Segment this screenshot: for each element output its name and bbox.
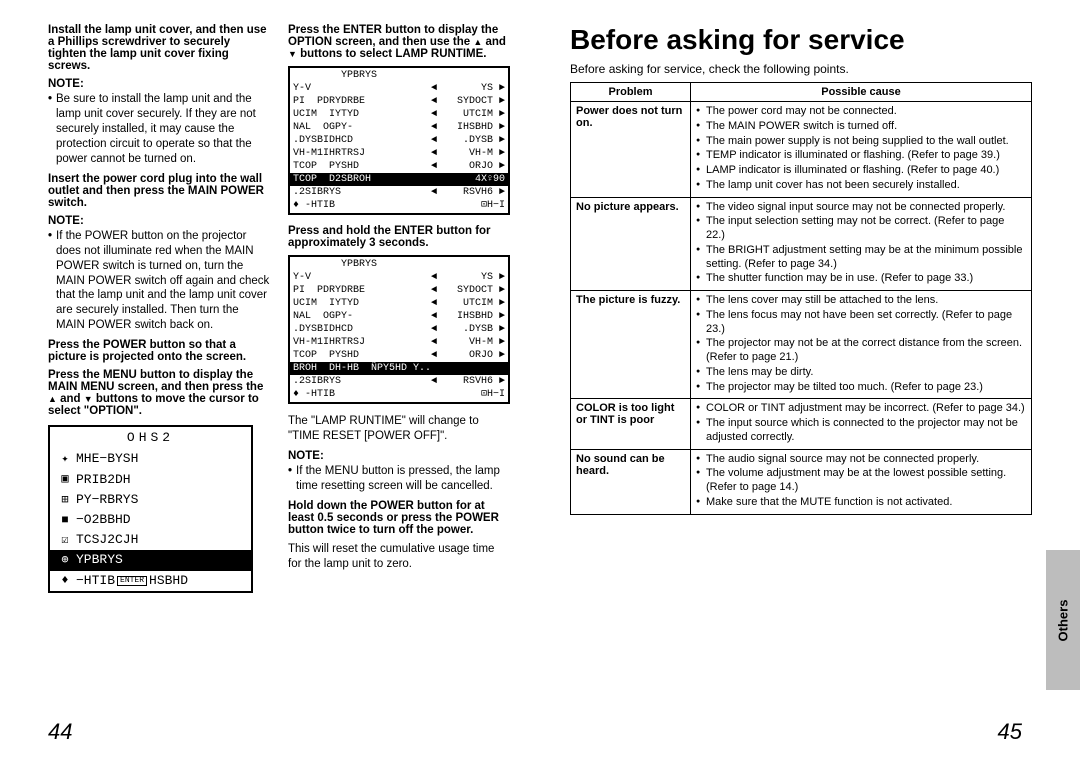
page-number-left: 44	[48, 719, 72, 745]
table-row: COLOR is too light or TINT is poor●COLOR…	[571, 399, 1032, 449]
note-label-3: NOTE:	[288, 450, 510, 462]
note1-bullet: •Be sure to install the lamp unit and th…	[48, 92, 270, 167]
note2-bullet: •If the POWER button on the projector do…	[48, 229, 270, 334]
step6: Press and hold the ENTER button for appr…	[288, 225, 510, 249]
col2: Press the ENTER button to display the OP…	[288, 24, 510, 593]
table-row: The picture is fuzzy.●The lens cover may…	[571, 291, 1032, 399]
option-lcd-1: YPBRYSY-V◄YS►PI PDRYDRBE◄SYDOCT►UCIM IYT…	[288, 66, 510, 215]
step4: Press the MENU button to display the MAI…	[48, 369, 270, 417]
page-title: Before asking for service	[570, 24, 1032, 56]
step7-follow: This will reset the cumulative usage tim…	[288, 542, 510, 572]
side-tab-others: Others	[1046, 550, 1080, 690]
note-label-2: NOTE:	[48, 215, 270, 227]
th-problem: Problem	[571, 83, 691, 102]
table-row: No sound can be heard.●The audio signal …	[571, 449, 1032, 514]
th-cause: Possible cause	[691, 83, 1032, 102]
option-lcd-2: YPBRYSY-V◄YS►PI PDRYDRBE◄SYDOCT►UCIM IYT…	[288, 255, 510, 404]
note3-bullet: •If the MENU button is pressed, the lamp…	[288, 464, 510, 494]
step5: Press the ENTER button to display the OP…	[288, 24, 510, 60]
step2: Insert the power cord plug into the wall…	[48, 173, 270, 209]
lamp-text: The "LAMP RUNTIME" will change to "TIME …	[288, 414, 510, 444]
page-44: Install the lamp unit cover, and then us…	[0, 0, 540, 763]
step7: Hold down the POWER button for at least …	[288, 500, 510, 536]
main-menu-lcd: OHS2✦MHE−BYSH▣PRIB2DH⊞PY−RBRYS■−O2BBHD☑T…	[48, 425, 253, 593]
note-label-1: NOTE:	[48, 78, 270, 90]
page-subheading: Before asking for service, check the fol…	[570, 62, 1032, 76]
page-number-right: 45	[998, 719, 1022, 745]
table-row: No picture appears.●The video signal inp…	[571, 197, 1032, 291]
col1: Install the lamp unit cover, and then us…	[48, 24, 270, 593]
troubleshooting-table: Problem Possible cause Power does not tu…	[570, 82, 1032, 515]
step3: Press the POWER button so that a picture…	[48, 339, 270, 363]
step1: Install the lamp unit cover, and then us…	[48, 24, 270, 72]
table-row: Power does not turn on.●The power cord m…	[571, 102, 1032, 198]
page-45: Before asking for service Before asking …	[540, 0, 1080, 763]
